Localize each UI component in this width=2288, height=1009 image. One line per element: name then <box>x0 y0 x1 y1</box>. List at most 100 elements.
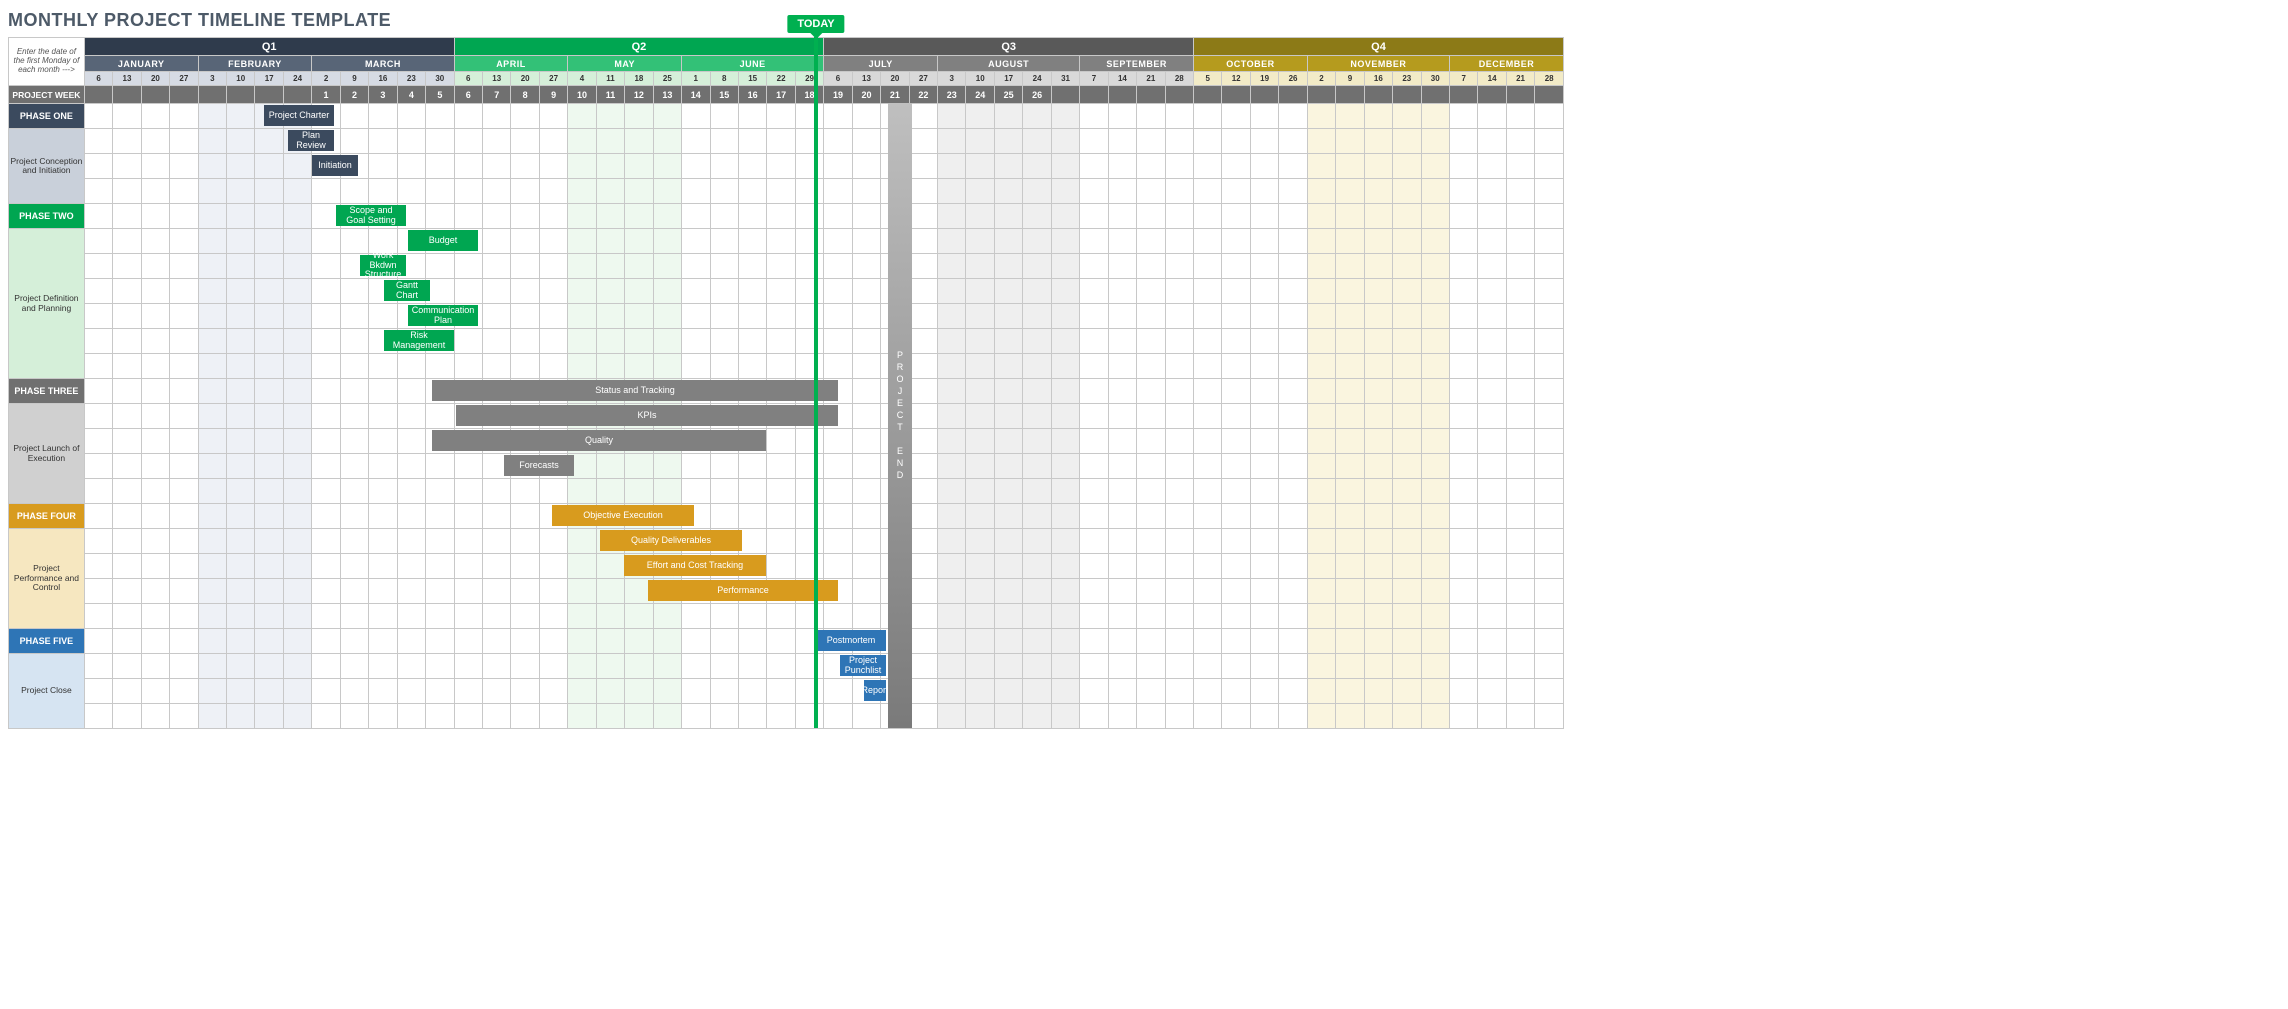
grid-cell <box>1279 254 1307 279</box>
gantt-bar[interactable]: Project Charter <box>264 105 334 126</box>
gantt-bar[interactable]: Objective Execution <box>552 505 694 526</box>
grid-cell <box>966 429 994 454</box>
gantt-bar[interactable]: Budget <box>408 230 478 251</box>
gantt-bar[interactable]: Initiation <box>312 155 358 176</box>
gantt-bar[interactable]: KPIs <box>456 405 838 426</box>
gantt-bar[interactable]: Postmortem <box>816 630 886 651</box>
month-header: NOVEMBER <box>1307 56 1449 72</box>
grid-cell <box>1023 629 1051 654</box>
grid-cell <box>625 329 653 354</box>
grid-cell <box>454 179 482 204</box>
grid-cell <box>198 504 226 529</box>
grid-cell <box>795 529 823 554</box>
grid-cell <box>1279 154 1307 179</box>
grid-cell <box>1421 529 1449 554</box>
grid-cell <box>1108 354 1136 379</box>
grid-cell <box>738 354 766 379</box>
gantt-bar[interactable]: Quality <box>432 430 766 451</box>
grid-cell <box>1279 104 1307 129</box>
grid-cell <box>1393 554 1421 579</box>
grid-cell <box>1478 354 1506 379</box>
day-header: 29 <box>795 72 823 86</box>
grid-cell <box>1307 354 1335 379</box>
grid-cell <box>881 279 909 304</box>
grid-cell <box>1137 529 1165 554</box>
gantt-bar[interactable]: Gantt Chart <box>384 280 430 301</box>
grid-cell <box>1506 629 1534 654</box>
gantt-bar[interactable]: Risk Management <box>384 330 454 351</box>
grid-cell <box>1336 379 1364 404</box>
gantt-bar[interactable]: Work Bkdwn Structure <box>360 255 406 276</box>
grid-cell <box>1421 404 1449 429</box>
grid-cell <box>426 204 454 229</box>
gantt-bar[interactable]: Status and Tracking <box>432 380 838 401</box>
grid-cell <box>141 329 169 354</box>
grid-cell <box>483 504 511 529</box>
grid-cell <box>426 579 454 604</box>
grid-cell <box>1506 579 1534 604</box>
grid-cell <box>653 229 681 254</box>
grid-cell <box>909 154 937 179</box>
gantt-bar[interactable]: Plan Review <box>288 130 334 151</box>
grid-cell <box>255 154 283 179</box>
grid-cell <box>938 204 966 229</box>
grid-cell <box>795 554 823 579</box>
gantt-bar[interactable]: Quality Deliverables <box>600 530 742 551</box>
week-header: 18 <box>795 86 823 104</box>
gantt-bar[interactable]: Project Punchlist <box>840 655 886 676</box>
grid-cell <box>539 154 567 179</box>
grid-cell <box>1449 229 1477 254</box>
grid-cell <box>511 479 539 504</box>
grid-cell <box>1307 479 1335 504</box>
grid-cell <box>1108 479 1136 504</box>
grid-cell <box>1421 104 1449 129</box>
timeline-container: MONTHLY PROJECT TIMELINE TEMPLATE Enter … <box>8 10 1564 729</box>
day-header: 13 <box>483 72 511 86</box>
grid-cell <box>255 229 283 254</box>
grid-cell <box>255 554 283 579</box>
grid-cell <box>1137 379 1165 404</box>
grid-cell <box>1023 179 1051 204</box>
phase-desc: Project Definition and Planning <box>9 229 85 379</box>
grid-cell <box>1250 704 1278 729</box>
grid-cell <box>198 179 226 204</box>
week-header <box>1506 86 1534 104</box>
grid-cell <box>340 529 368 554</box>
gantt-bar[interactable]: Performance <box>648 580 838 601</box>
grid-cell <box>1165 679 1193 704</box>
grid-cell <box>1080 129 1108 154</box>
gantt-bar[interactable]: Forecasts <box>504 455 574 476</box>
grid-cell <box>1165 179 1193 204</box>
gantt-bar[interactable]: Effort and Cost Tracking <box>624 555 766 576</box>
grid-cell <box>568 329 596 354</box>
grid-cell <box>1051 579 1079 604</box>
grid-cell <box>852 354 880 379</box>
gantt-bar[interactable]: Communication Plan <box>408 305 478 326</box>
grid-cell <box>511 154 539 179</box>
grid-cell <box>1506 104 1534 129</box>
grid-cell <box>1364 229 1392 254</box>
grid-cell <box>539 304 567 329</box>
gantt-bar[interactable]: Report <box>864 680 886 701</box>
grid-cell <box>1194 454 1222 479</box>
grid-cell <box>596 629 624 654</box>
grid-cell <box>625 704 653 729</box>
grid-cell <box>994 554 1022 579</box>
grid-cell <box>426 354 454 379</box>
grid-cell <box>938 129 966 154</box>
grid-cell <box>1478 404 1506 429</box>
grid-cell <box>795 329 823 354</box>
grid-cell <box>682 179 710 204</box>
grid-cell <box>1108 504 1136 529</box>
grid-cell <box>340 354 368 379</box>
grid-cell <box>1222 604 1250 629</box>
week-header <box>84 86 112 104</box>
grid-cell <box>596 104 624 129</box>
grid-cell <box>1449 504 1477 529</box>
grid-cell <box>1250 104 1278 129</box>
grid-cell <box>994 629 1022 654</box>
quarter-header: Q4 <box>1194 38 1564 56</box>
grid-cell <box>1336 654 1364 679</box>
gantt-bar[interactable]: Scope and Goal Setting <box>336 205 406 226</box>
grid-cell <box>84 479 112 504</box>
